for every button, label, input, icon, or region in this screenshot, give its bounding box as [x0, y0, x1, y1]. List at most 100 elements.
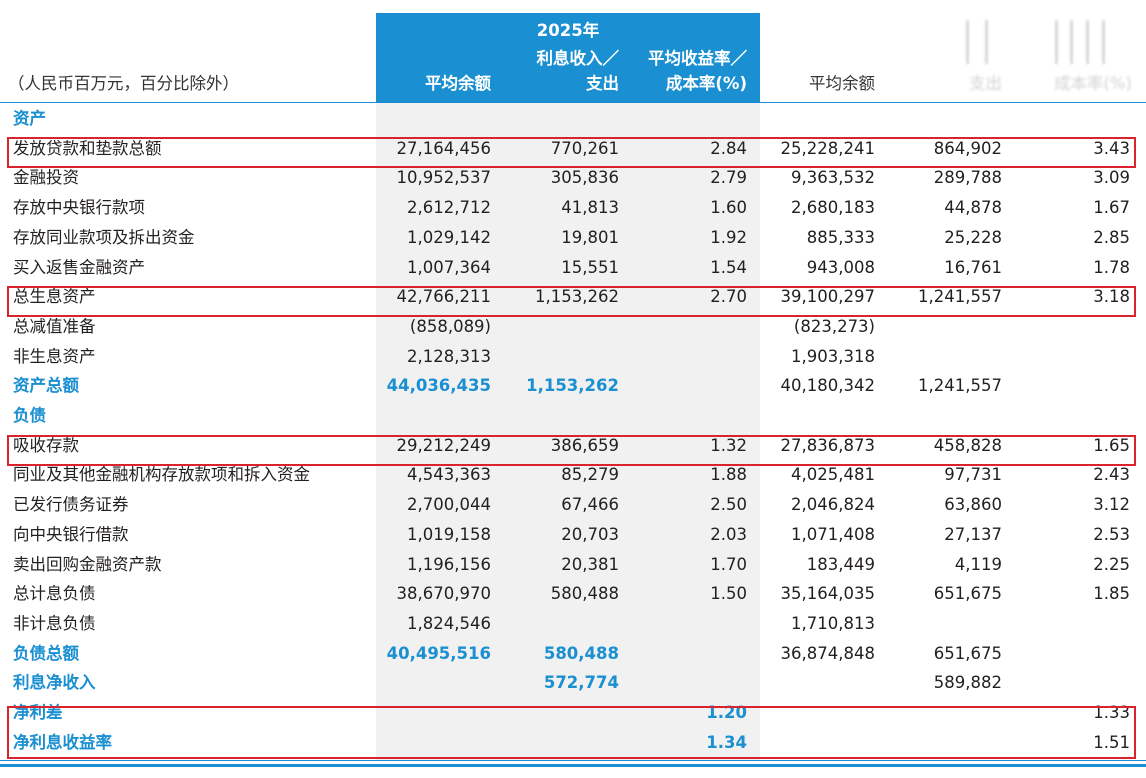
cell-interest-2025: 386,659 — [550, 435, 619, 455]
cell-avg-balance-prior: 943,008 — [806, 257, 875, 277]
cell-avg-balance-2025: 44,036,435 — [386, 376, 491, 396]
cell-interest-prior: 97,731 — [944, 465, 1002, 485]
cell-avg-balance-prior: 1,071,408 — [791, 524, 875, 544]
blurred-header-mark — [1086, 20, 1089, 64]
row-label: 负债 — [13, 406, 46, 425]
cell-interest-2025: 67,466 — [561, 495, 619, 515]
cell-interest-prior: 44,878 — [944, 198, 1002, 218]
header-year: 2025年 — [536, 21, 600, 40]
cell-rate-prior: 1.85 — [1093, 584, 1130, 604]
table-row: 总计息负债 38,670,970 580,488 1.50 35,164,035 651,… — [0, 579, 1146, 609]
row-label: 发放贷款和垫款总额 — [13, 138, 162, 158]
cell-interest-prior: 651,675 — [933, 584, 1002, 604]
row-label: 买入返售金融资产 — [13, 257, 145, 277]
table-row: 买入返售金融资产 1,007,364 15,551 1.54 943,008 16,761… — [0, 253, 1146, 283]
cell-rate-2025: 1.60 — [710, 198, 747, 218]
cell-rate-prior: 2.43 — [1093, 465, 1130, 485]
cell-avg-balance-prior: (823,273) — [793, 316, 875, 336]
cell-rate-2025: 1.88 — [710, 465, 747, 485]
section-header-row: 资产 — [0, 104, 1146, 134]
cell-avg-balance-2025: 1,007,364 — [407, 257, 491, 277]
cell-interest-2025: 1,153,262 — [526, 376, 619, 396]
cell-rate-prior: 2.85 — [1093, 227, 1130, 247]
current-year-column-shade — [376, 103, 760, 761]
cell-avg-balance-2025: 1,019,158 — [407, 524, 491, 544]
cell-avg-balance-2025: 1,196,156 — [407, 554, 491, 574]
header-prior-rate-blurred: 成本率(%) — [1053, 74, 1132, 93]
cell-rate-2025: 1.92 — [710, 227, 747, 247]
header-unit-note: （人民币百万元，百分比除外） — [8, 74, 239, 93]
cell-interest-2025: 15,551 — [561, 257, 619, 277]
cell-avg-balance-2025: 10,952,537 — [396, 168, 491, 188]
cell-avg-balance-prior: 25,228,241 — [780, 138, 875, 158]
highlight-box-interest-earning-assets — [7, 286, 1136, 317]
cell-avg-balance-prior: 2,046,824 — [791, 495, 875, 515]
header-rate-line2: 成本率(%) — [665, 74, 747, 93]
table-row: 总减值准备 (858,089) (823,273) — [0, 312, 1146, 342]
cell-rate-2025: 2.03 — [710, 524, 747, 544]
table-row: 向中央银行借款 1,019,158 20,703 2.03 1,071,408 27,13… — [0, 520, 1146, 550]
cell-avg-balance-prior: 39,100,297 — [780, 287, 875, 307]
cell-rate-2025: 1.70 — [710, 554, 747, 574]
cell-interest-2025: 20,381 — [561, 554, 619, 574]
highlight-box-spread-and-margin — [7, 706, 1136, 759]
row-label: 总生息资产 — [13, 287, 96, 307]
blurred-header-mark — [1070, 20, 1073, 64]
header-prior-avg-balance: 平均余额 — [809, 74, 875, 93]
cell-interest-prior: 4,119 — [954, 554, 1002, 574]
blurred-header-mark — [1102, 20, 1105, 64]
cell-interest-2025: 20,703 — [561, 524, 619, 544]
cell-avg-balance-2025: 27,164,456 — [396, 138, 491, 158]
header-divider — [0, 102, 1146, 103]
row-label: 净利息收益率 — [13, 732, 112, 752]
cell-avg-balance-prior: 9,363,532 — [791, 168, 875, 188]
table-row: 存放同业款项及拆出资金 1,029,142 19,801 1.92 885,333 25,… — [0, 223, 1146, 253]
cell-interest-2025: 770,261 — [550, 138, 619, 158]
cell-avg-balance-2025: 42,766,211 — [396, 287, 491, 307]
cell-avg-balance-2025: 4,543,363 — [407, 465, 491, 485]
cell-avg-balance-prior: 35,164,035 — [780, 584, 875, 604]
cell-avg-balance-prior: 1,710,813 — [791, 613, 875, 633]
table-row: 非计息负债 1,824,546 1,710,813 — [0, 609, 1146, 639]
cell-avg-balance-prior: 36,874,848 — [780, 643, 875, 663]
blurred-header-mark — [1055, 20, 1058, 64]
cell-interest-2025: 85,279 — [561, 465, 619, 485]
cell-rate-prior: 2.53 — [1093, 524, 1130, 544]
table-row: 存放中央银行款项 2,612,712 41,813 1.60 2,680,183 44,8… — [0, 193, 1146, 223]
section-header-row: 负债 — [0, 401, 1146, 431]
cell-rate-2025: 2.84 — [710, 138, 747, 158]
table-bottom-rule-thick — [0, 764, 1146, 767]
row-label: 吸收存款 — [13, 435, 79, 455]
header-interest-line2: 支出 — [586, 74, 619, 93]
cell-avg-balance-2025: 2,128,313 — [407, 346, 491, 366]
cell-avg-balance-prior: 885,333 — [806, 227, 875, 247]
cell-avg-balance-prior: 183,449 — [806, 554, 875, 574]
row-label: 存放同业款项及拆出资金 — [13, 227, 195, 247]
cell-interest-prior: 63,860 — [944, 495, 1002, 515]
table-row: 已发行债务证券 2,700,044 67,466 2.50 2,046,824 63,86… — [0, 490, 1146, 520]
cell-avg-balance-prior: 27,836,873 — [780, 435, 875, 455]
cell-interest-prior: 864,902 — [933, 138, 1002, 158]
header-prior-interest-blurred: 支出 — [969, 74, 1002, 93]
cell-avg-balance-2025: 2,700,044 — [407, 495, 491, 515]
cell-interest-prior: 25,228 — [944, 227, 1002, 247]
cell-rate-2025: 1.50 — [710, 584, 747, 604]
cell-rate-2025: 2.70 — [710, 287, 747, 307]
cell-avg-balance-prior: 40,180,342 — [780, 376, 875, 396]
cell-interest-prior: 651,675 — [933, 643, 1002, 663]
current-year-header-band — [376, 13, 760, 103]
cell-avg-balance-2025: 29,212,249 — [396, 435, 491, 455]
cell-rate-prior: 2.25 — [1093, 554, 1130, 574]
cell-interest-2025: 580,488 — [550, 584, 619, 604]
table-row: 净利息收益率 1.34 1.51 — [0, 728, 1146, 758]
cell-rate-prior: 1.67 — [1093, 198, 1130, 218]
cell-rate-2025: 1.32 — [710, 435, 747, 455]
row-label: 非生息资产 — [13, 346, 96, 366]
row-label: 卖出回购金融资产款 — [13, 554, 162, 574]
cell-interest-2025: 580,488 — [543, 643, 619, 663]
row-label: 资产 — [13, 109, 46, 128]
cell-avg-balance-prior: 4,025,481 — [791, 465, 875, 485]
cell-avg-balance-2025: 1,824,546 — [407, 613, 491, 633]
row-label: 向中央银行借款 — [13, 524, 129, 544]
cell-avg-balance-prior: 1,903,318 — [791, 346, 875, 366]
